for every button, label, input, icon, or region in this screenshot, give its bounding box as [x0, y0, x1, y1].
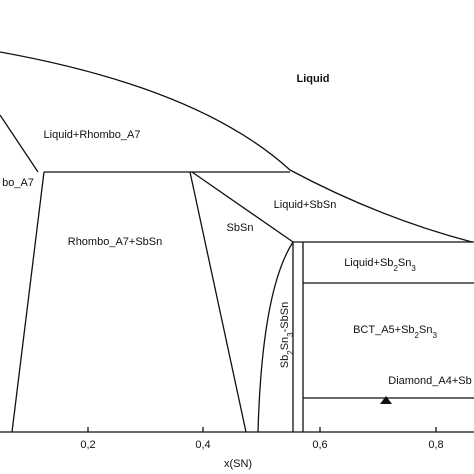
label-part: Liquid+Rhombo_A7: [44, 129, 141, 141]
region-label: SbSn: [227, 222, 254, 234]
x-tick-label: 0,4: [195, 439, 210, 451]
label-part: Liquid: [297, 73, 330, 85]
label-part: 3: [432, 331, 437, 340]
label-part: Diamond_A4+Sb: [388, 375, 471, 387]
label-part: bo_A7: [2, 177, 34, 189]
region-label: Liquid+SbSn: [274, 199, 337, 211]
label-part: Sn: [419, 324, 432, 336]
region-label: Sb2Sn3-SbSn: [279, 302, 295, 368]
label-part: Liquid+Sb: [344, 257, 393, 269]
region-label: Liquid+Sb2Sn3: [344, 257, 416, 273]
x-tick-label: 0,8: [428, 439, 443, 451]
label-part: SbSn: [227, 222, 254, 234]
x-axis-label: x(SN): [224, 458, 252, 470]
label-part: Sb: [279, 355, 291, 368]
label-part: 2: [286, 350, 295, 355]
label-part: 2: [393, 264, 398, 273]
label-part: Sn: [398, 257, 411, 269]
region-label: BCT_A5+Sb2Sn3: [353, 324, 437, 340]
x-tick-label: 0,6: [312, 439, 327, 451]
label-part: BCT_A5+Sb: [353, 324, 414, 336]
region-label: bo_A7: [2, 177, 34, 189]
label-part: Liquid+SbSn: [274, 199, 337, 211]
phase-lines: [0, 51, 474, 433]
region-label: Rhombo_A7+SbSn: [68, 236, 162, 248]
label-part: Sn: [279, 337, 291, 350]
x-tick-label: 0,2: [80, 439, 95, 451]
label-part: Rhombo_A7+SbSn: [68, 236, 162, 248]
label-part: 2: [415, 331, 420, 340]
label-part: -SbSn: [279, 302, 291, 333]
region-label: Diamond_A4+Sb: [388, 375, 471, 387]
region-label: Liquid: [297, 73, 330, 85]
label-part: 3: [411, 264, 416, 273]
region-label: Liquid+Rhombo_A7: [44, 129, 141, 141]
label-part: 3: [286, 332, 295, 337]
